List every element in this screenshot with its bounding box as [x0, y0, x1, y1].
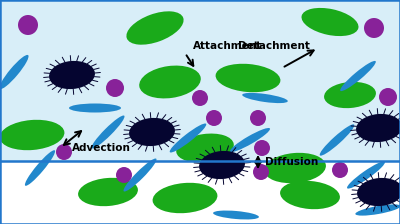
- Circle shape: [332, 162, 348, 178]
- Ellipse shape: [69, 103, 121, 112]
- Ellipse shape: [78, 178, 138, 206]
- Ellipse shape: [49, 61, 95, 89]
- Ellipse shape: [357, 178, 400, 206]
- Ellipse shape: [347, 162, 385, 189]
- Ellipse shape: [324, 82, 376, 108]
- Ellipse shape: [152, 183, 218, 213]
- Circle shape: [250, 110, 266, 126]
- Circle shape: [253, 164, 269, 180]
- Circle shape: [192, 90, 208, 106]
- Ellipse shape: [25, 150, 55, 186]
- Ellipse shape: [320, 124, 354, 156]
- Ellipse shape: [0, 120, 64, 150]
- Circle shape: [56, 144, 72, 160]
- Ellipse shape: [302, 8, 358, 36]
- Ellipse shape: [340, 61, 376, 91]
- Ellipse shape: [170, 123, 206, 153]
- Text: Diffusion: Diffusion: [265, 157, 318, 167]
- Ellipse shape: [129, 118, 175, 146]
- Bar: [0, 161, 400, 224]
- Ellipse shape: [213, 211, 259, 220]
- Ellipse shape: [199, 151, 245, 179]
- Circle shape: [206, 110, 222, 126]
- Ellipse shape: [280, 181, 340, 209]
- Ellipse shape: [126, 11, 184, 45]
- Ellipse shape: [355, 204, 400, 216]
- Ellipse shape: [216, 64, 280, 92]
- Ellipse shape: [139, 66, 201, 98]
- Ellipse shape: [124, 159, 156, 192]
- Circle shape: [106, 79, 124, 97]
- Ellipse shape: [92, 116, 124, 149]
- Ellipse shape: [242, 93, 288, 103]
- Ellipse shape: [356, 114, 400, 142]
- Ellipse shape: [0, 55, 28, 89]
- Circle shape: [364, 18, 384, 38]
- Ellipse shape: [230, 128, 270, 152]
- Text: Advection: Advection: [72, 143, 131, 153]
- Circle shape: [116, 167, 132, 183]
- Bar: [0, 0, 400, 161]
- Text: Detachment: Detachment: [238, 41, 310, 51]
- Ellipse shape: [264, 153, 326, 183]
- Circle shape: [18, 15, 38, 35]
- Circle shape: [379, 88, 397, 106]
- Text: Attachment: Attachment: [193, 41, 262, 51]
- Ellipse shape: [176, 134, 234, 162]
- Circle shape: [254, 140, 270, 156]
